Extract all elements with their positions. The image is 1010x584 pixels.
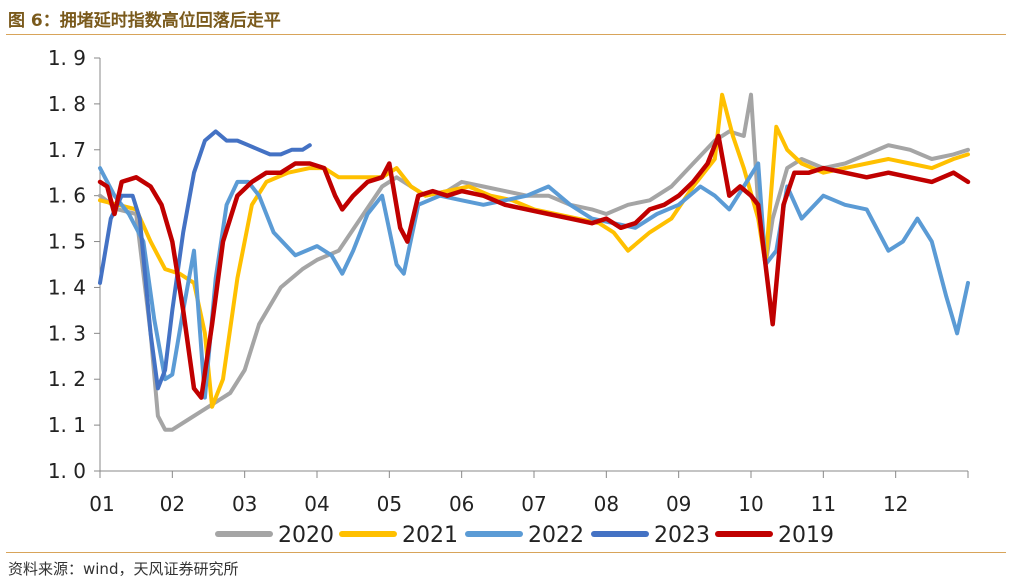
legend: 2020 2021 2022 2023 2019 — [215, 523, 834, 548]
x-tick-label: 11 — [811, 492, 836, 516]
y-tick-label: 1. 5 — [48, 230, 86, 254]
x-tick-label: 12 — [883, 492, 908, 516]
series-line-2020 — [98, 92, 970, 432]
x-tick-label: 06 — [449, 492, 474, 516]
source-note: 资料来源：wind，天风证券研究所 — [8, 560, 239, 578]
legend-label-2019: 2019 — [778, 523, 834, 548]
y-tick-label: 1. 7 — [48, 138, 86, 162]
y-tick-label: 1. 4 — [48, 275, 86, 299]
x-tick-label: 09 — [666, 492, 691, 516]
legend-label-2020: 2020 — [278, 523, 334, 548]
legend-label-2023: 2023 — [654, 523, 710, 548]
x-tick-label: 02 — [160, 492, 185, 516]
series-line-2021 — [98, 92, 970, 409]
x-tick-label: 03 — [232, 492, 257, 516]
x-tick-label: 08 — [594, 492, 619, 516]
x-tick-label: 10 — [738, 492, 763, 516]
y-tick-label: 1. 2 — [48, 367, 86, 391]
source-divider — [6, 552, 1006, 553]
y-tick-label: 1. 9 — [48, 46, 86, 70]
series-lines — [97, 92, 971, 432]
legend-label-2021: 2021 — [402, 523, 458, 548]
y-tick-label: 1. 3 — [48, 321, 86, 345]
series-line-2023 — [98, 129, 312, 391]
title-divider — [6, 34, 1006, 35]
x-tick-label: 04 — [304, 492, 329, 516]
y-tick-label: 1. 8 — [48, 92, 86, 116]
x-tick-label: 01 — [89, 492, 114, 516]
legend-label-2022: 2022 — [528, 523, 584, 548]
series-line-2019 — [97, 133, 971, 400]
y-tick-label: 1. 6 — [48, 184, 86, 208]
y-tick-label: 1. 0 — [48, 459, 86, 483]
chart-title: 图 6：拥堵延时指数高位回落后走平 — [8, 11, 281, 31]
x-tick-label: 05 — [377, 492, 402, 516]
y-axis: 1. 0 1. 1 1. 2 1. 3 1. 4 1. 5 1. 6 1. 7 1. 8 1. 9 — [48, 46, 101, 483]
x-tick-label: 07 — [521, 492, 546, 516]
x-axis: 01 02 03 04 05 06 07 08 09 10 11 12 — [89, 470, 969, 516]
series-line-2022 — [98, 161, 970, 400]
y-tick-label: 1. 1 — [48, 413, 86, 437]
